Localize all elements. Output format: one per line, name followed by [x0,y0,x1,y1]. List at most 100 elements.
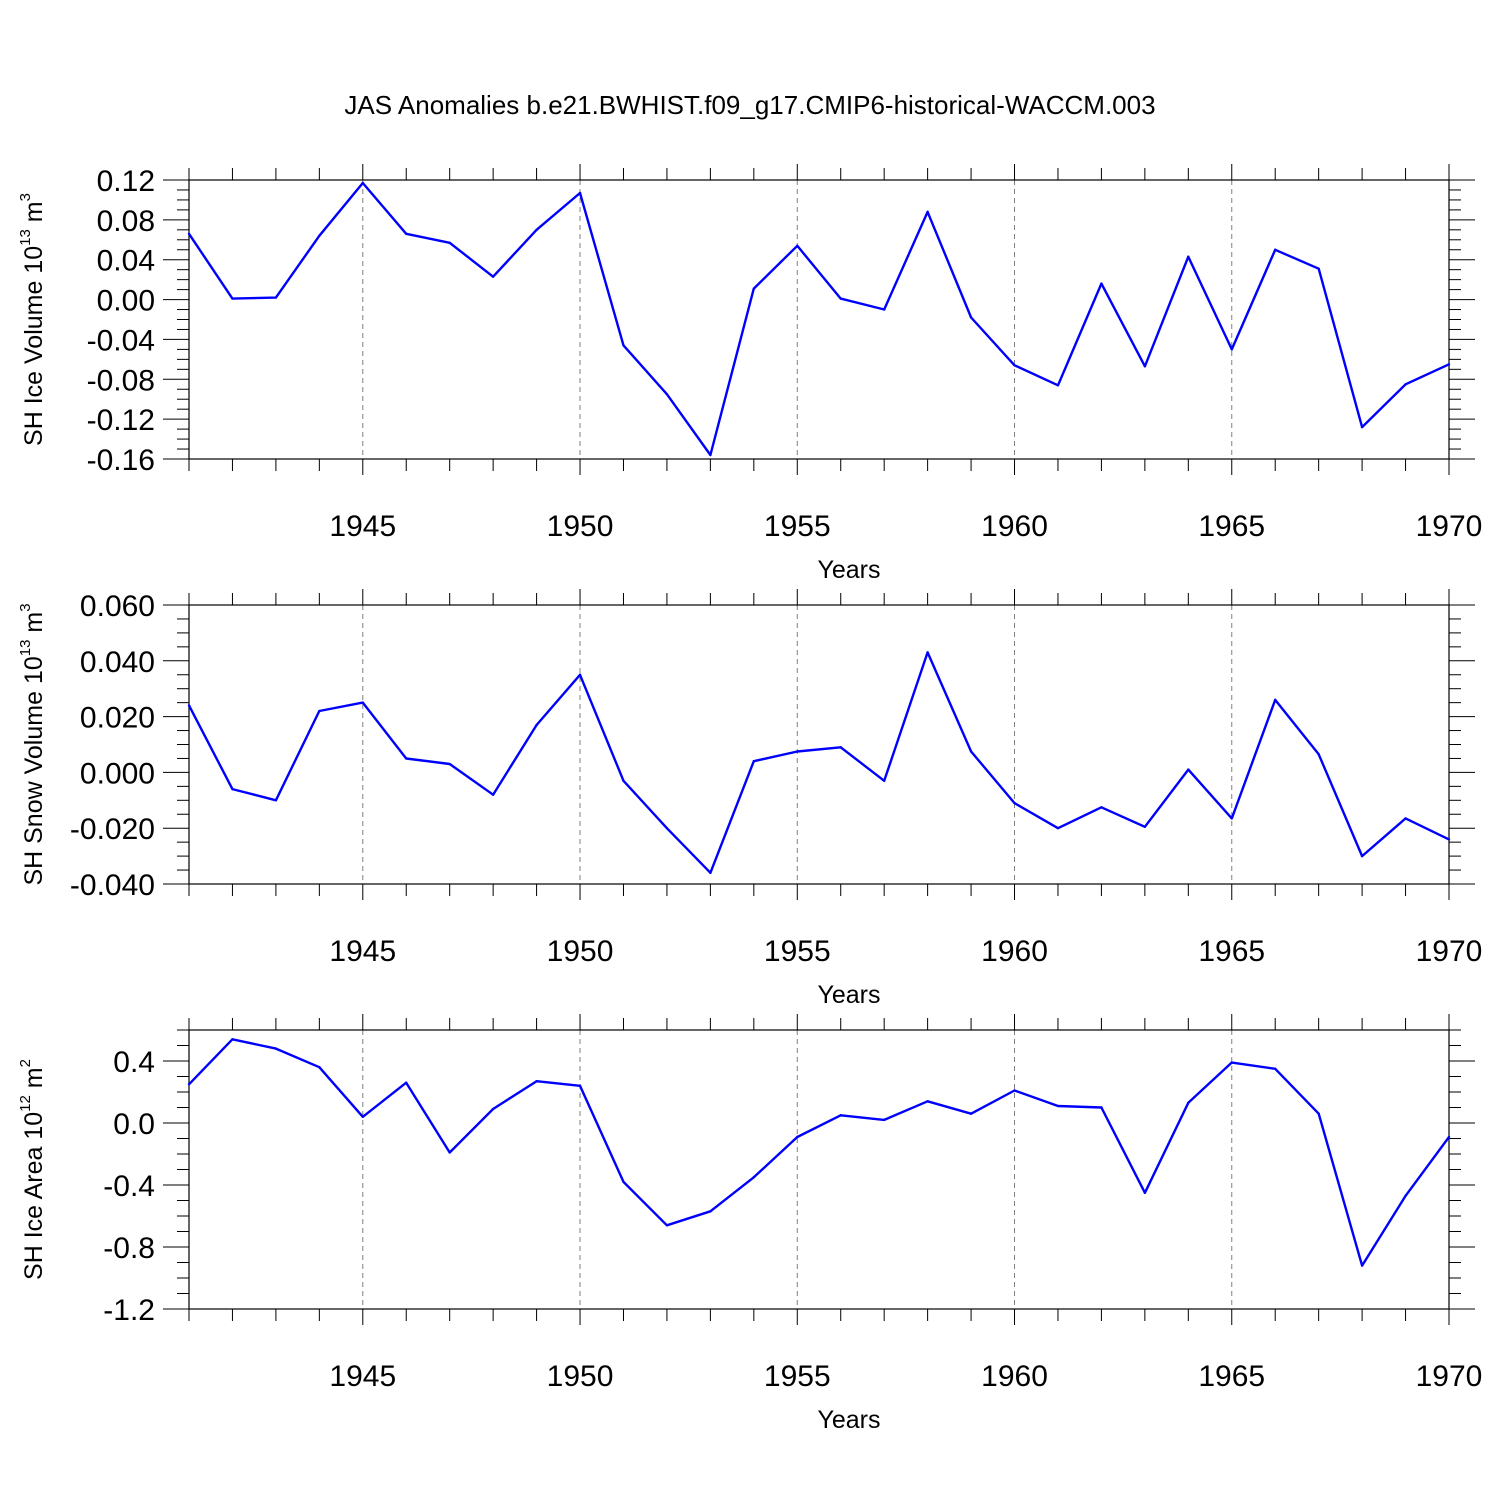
x-tick-label: 1970 [1416,935,1483,968]
data-point [752,760,756,763]
data-point [665,1224,669,1227]
data-point [1317,267,1320,270]
data-point [231,297,234,300]
data-point [969,750,973,753]
data-point [405,232,408,236]
panels: 0.12 0.08 0.04 0.00 -0.04 -0.08 -0.12 -0.16 1945… [17,164,1482,1434]
data-point [665,827,669,830]
plot-frame [188,1029,1450,1310]
y-tick-label: -0.04 [87,324,155,357]
data-point [752,1176,756,1179]
series-line [188,1038,1450,1267]
data-point [491,275,495,278]
y-tick-label: 0.020 [80,702,155,735]
data-point [665,393,669,396]
x-axis-title: Years [817,556,880,584]
data-point [1013,364,1016,367]
y-tick-label: -0.08 [87,364,155,397]
y-tick-label: -0.8 [103,1232,155,1265]
x-tick-label: 1950 [547,510,614,543]
data-point [709,871,712,875]
data-point [1100,806,1103,809]
data-point [535,228,538,232]
series-line [187,651,1450,874]
data-point [709,453,712,457]
data-point [839,1114,842,1117]
data-point [1404,383,1407,386]
data-point [1056,384,1060,387]
data-point [1013,801,1016,805]
data-point [1404,1194,1407,1198]
data-point [882,308,886,311]
x-tick-label: 1950 [547,1360,614,1393]
y-tick-label: 0.08 [97,205,155,238]
data-point [1187,1101,1190,1105]
data-point [839,746,842,749]
data-point [796,1135,799,1139]
data-point [491,793,495,796]
data-point [1230,817,1233,820]
data-point [1447,363,1451,366]
data-point [274,1047,278,1050]
data-point [1274,1067,1277,1070]
data-point [839,297,842,300]
data-point [622,1180,625,1184]
data-point [361,1115,364,1119]
data-point [1230,1061,1233,1064]
panel-3: 0.4 0.0 -0.4 -0.8 -1.2 1945 1950 1955 1960 1965 19… [17,1014,1482,1434]
y-axis-title: SH Ice Volume 1013 m3 [17,193,48,446]
x-tick-label: 1955 [764,935,831,968]
y-tick-label: 0.060 [80,590,155,623]
data-point [926,210,929,214]
data-point [622,779,625,782]
data-point [361,701,364,704]
x-tick-label: 1965 [1198,510,1265,543]
data-point [796,750,799,753]
data-point [1317,753,1320,756]
x-tick-label: 1970 [1416,1360,1483,1393]
data-point [1143,825,1147,829]
data-point [491,1107,495,1111]
data-point [1447,838,1451,841]
data-point [231,1038,234,1041]
y-tick-label: 0.04 [97,245,155,278]
data-point [969,1112,973,1115]
data-point [187,232,191,236]
x-tick-label: 1960 [981,510,1048,543]
y-tick-label: 0.0 [113,1108,155,1141]
data-point [448,1151,451,1154]
y-axis-title: SH Ice Area 1012 m2 [17,1059,48,1280]
data-point [405,757,408,760]
data-point [1187,768,1190,771]
y-tick-label: -0.4 [103,1170,155,1203]
data-point [1100,282,1103,285]
x-tick-label: 1955 [764,510,831,543]
data-point [1143,1191,1147,1194]
data-point [709,1210,712,1213]
y-axis-title: SH Snow Volume 1013 m3 [17,603,48,885]
plot-frame [188,179,1450,460]
data-point [969,316,973,319]
x-tick-label: 1960 [981,935,1048,968]
y-tick-label: -0.020 [70,813,155,846]
data-point [187,704,191,707]
data-point [622,344,625,347]
data-point [1360,854,1364,858]
data-point [926,1100,929,1103]
x-tick-label: 1955 [764,1360,831,1393]
y-tick-label: 0.4 [113,1046,155,1079]
data-point [361,181,364,185]
data-point [1056,827,1060,830]
data-point [752,287,756,290]
data-point [405,1081,408,1084]
data-point [448,241,451,244]
data-point [882,779,886,782]
data-point [1013,1089,1016,1092]
data-point [1317,1112,1320,1115]
data-point [796,244,799,247]
y-tick-label: -0.040 [70,869,155,902]
data-point [274,296,278,299]
data-point [535,1079,538,1083]
data-point [1187,255,1190,258]
data-point [1404,817,1407,820]
